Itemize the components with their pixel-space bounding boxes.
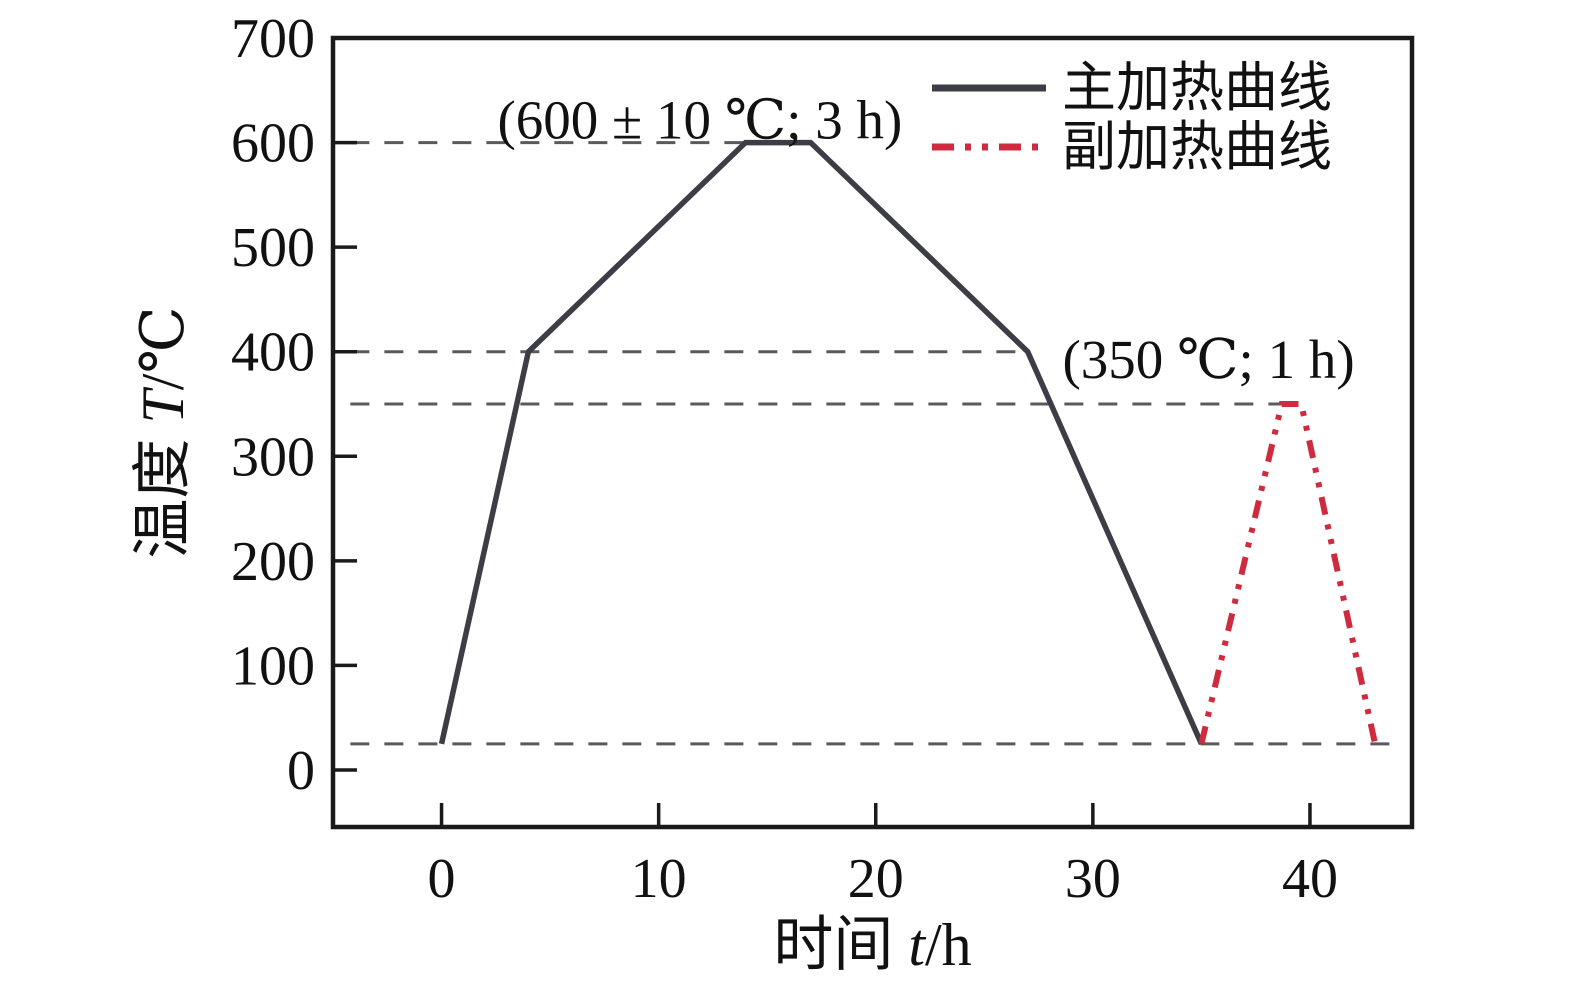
x-tick-label: 20: [848, 848, 904, 910]
y-tick-label: 300: [231, 426, 315, 488]
x-tick-label: 40: [1282, 848, 1338, 910]
legend-label-main: 主加热曲线: [1062, 58, 1332, 118]
x-tick-label: 10: [631, 848, 687, 910]
y-axis-title: 温度 T/℃: [130, 306, 196, 558]
x-tick-label: 30: [1065, 848, 1121, 910]
y-tick-label: 400: [231, 322, 315, 384]
secondary-heating-curve-line: [1198, 401, 1379, 745]
y-tick-label: 600: [231, 113, 315, 175]
plot-frame: [330, 35, 1415, 830]
y-tick-label: 0: [287, 740, 315, 802]
y-tick-label: 500: [231, 217, 315, 279]
x-tick-label: 0: [428, 848, 456, 910]
legend-label-secondary: 副加热曲线: [1062, 117, 1332, 177]
y-tick-label: 700: [231, 8, 315, 70]
y-tick-label: 100: [231, 635, 315, 697]
main-heating-curve-line: [438, 139, 1204, 745]
annotation-600c-3h: (600 ± 10 ℃; 3 h): [497, 89, 902, 150]
legend-item-main: 主加热曲线: [932, 58, 1332, 118]
annotation-350c-1h: (350 ℃; 1 h): [1062, 329, 1354, 390]
legend-item-secondary: 副加热曲线: [932, 117, 1332, 177]
y-tick-label: 200: [231, 531, 315, 593]
x-axis-title: 时间 t/h: [773, 912, 971, 978]
